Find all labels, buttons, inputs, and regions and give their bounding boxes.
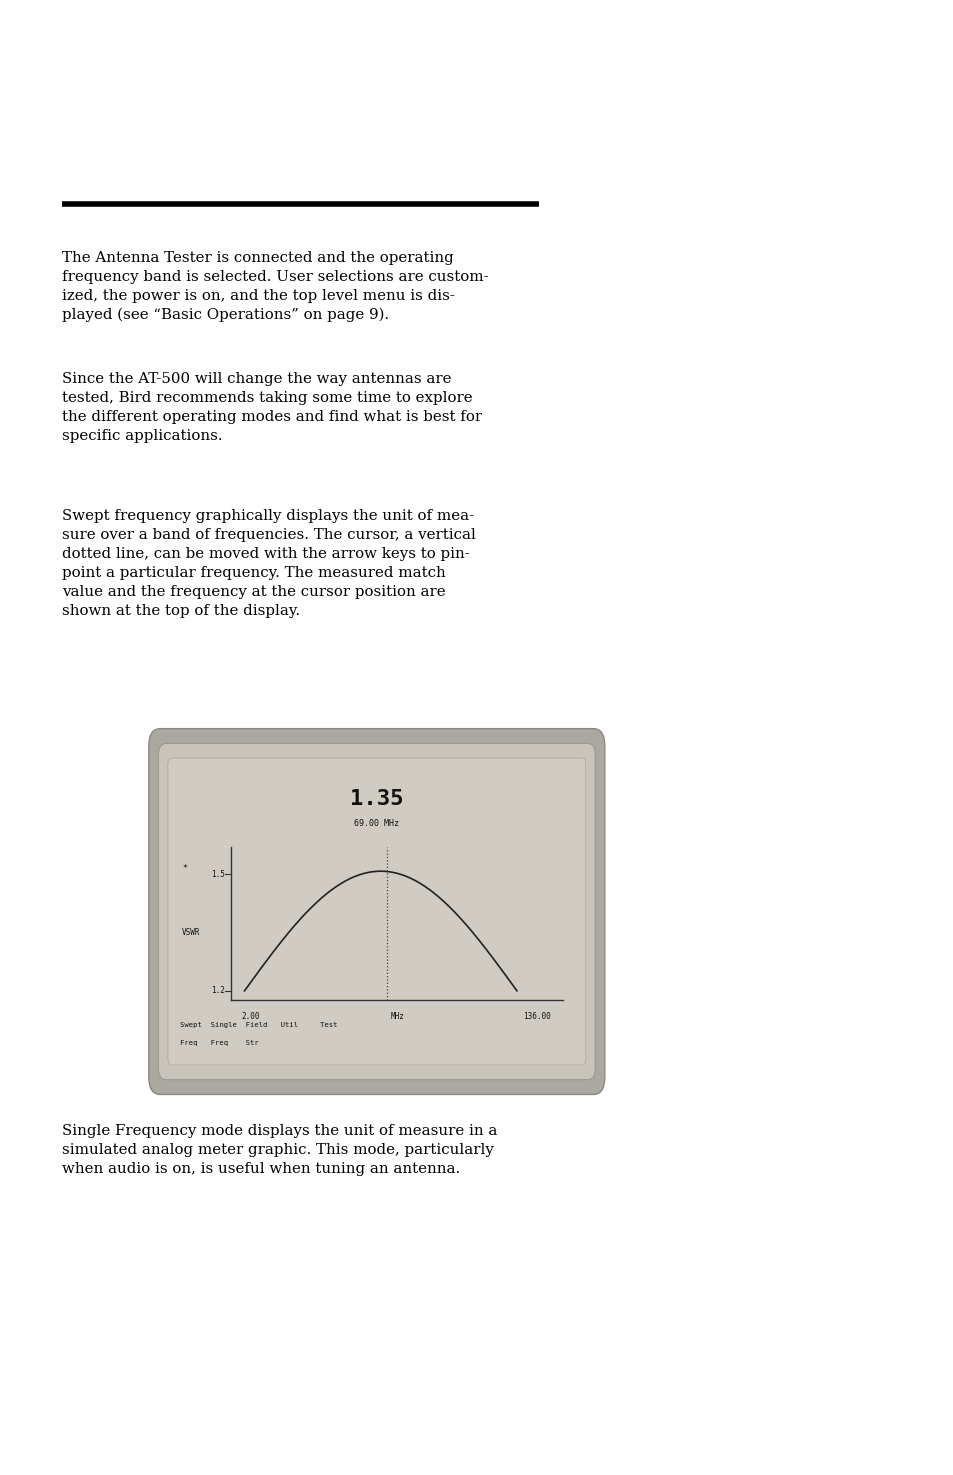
Text: *: *	[182, 864, 187, 873]
Text: Swept  Single  Field   Util     Test: Swept Single Field Util Test	[180, 1022, 337, 1028]
Text: 1.35: 1.35	[350, 789, 403, 810]
Text: Freq   Freq    Str: Freq Freq Str	[180, 1040, 258, 1046]
Text: 1.5: 1.5	[211, 870, 224, 879]
Text: MHz: MHz	[390, 1012, 404, 1021]
Text: The Antenna Tester is connected and the operating
frequency band is selected. Us: The Antenna Tester is connected and the …	[62, 251, 488, 322]
Text: 69.00 MHz: 69.00 MHz	[354, 819, 399, 827]
FancyBboxPatch shape	[168, 758, 585, 1065]
Text: 1.2: 1.2	[211, 987, 224, 996]
FancyBboxPatch shape	[158, 743, 595, 1080]
Text: 136.00: 136.00	[522, 1012, 550, 1021]
Text: Swept frequency graphically displays the unit of mea-
sure over a band of freque: Swept frequency graphically displays the…	[62, 509, 476, 618]
Text: Single Frequency mode displays the unit of measure in a
simulated analog meter g: Single Frequency mode displays the unit …	[62, 1124, 497, 1176]
Text: VSWR: VSWR	[182, 928, 200, 937]
Text: Since the AT-500 will change the way antennas are
tested, Bird recommends taking: Since the AT-500 will change the way ant…	[62, 372, 481, 442]
Text: 2.00: 2.00	[242, 1012, 260, 1021]
FancyBboxPatch shape	[149, 729, 604, 1094]
